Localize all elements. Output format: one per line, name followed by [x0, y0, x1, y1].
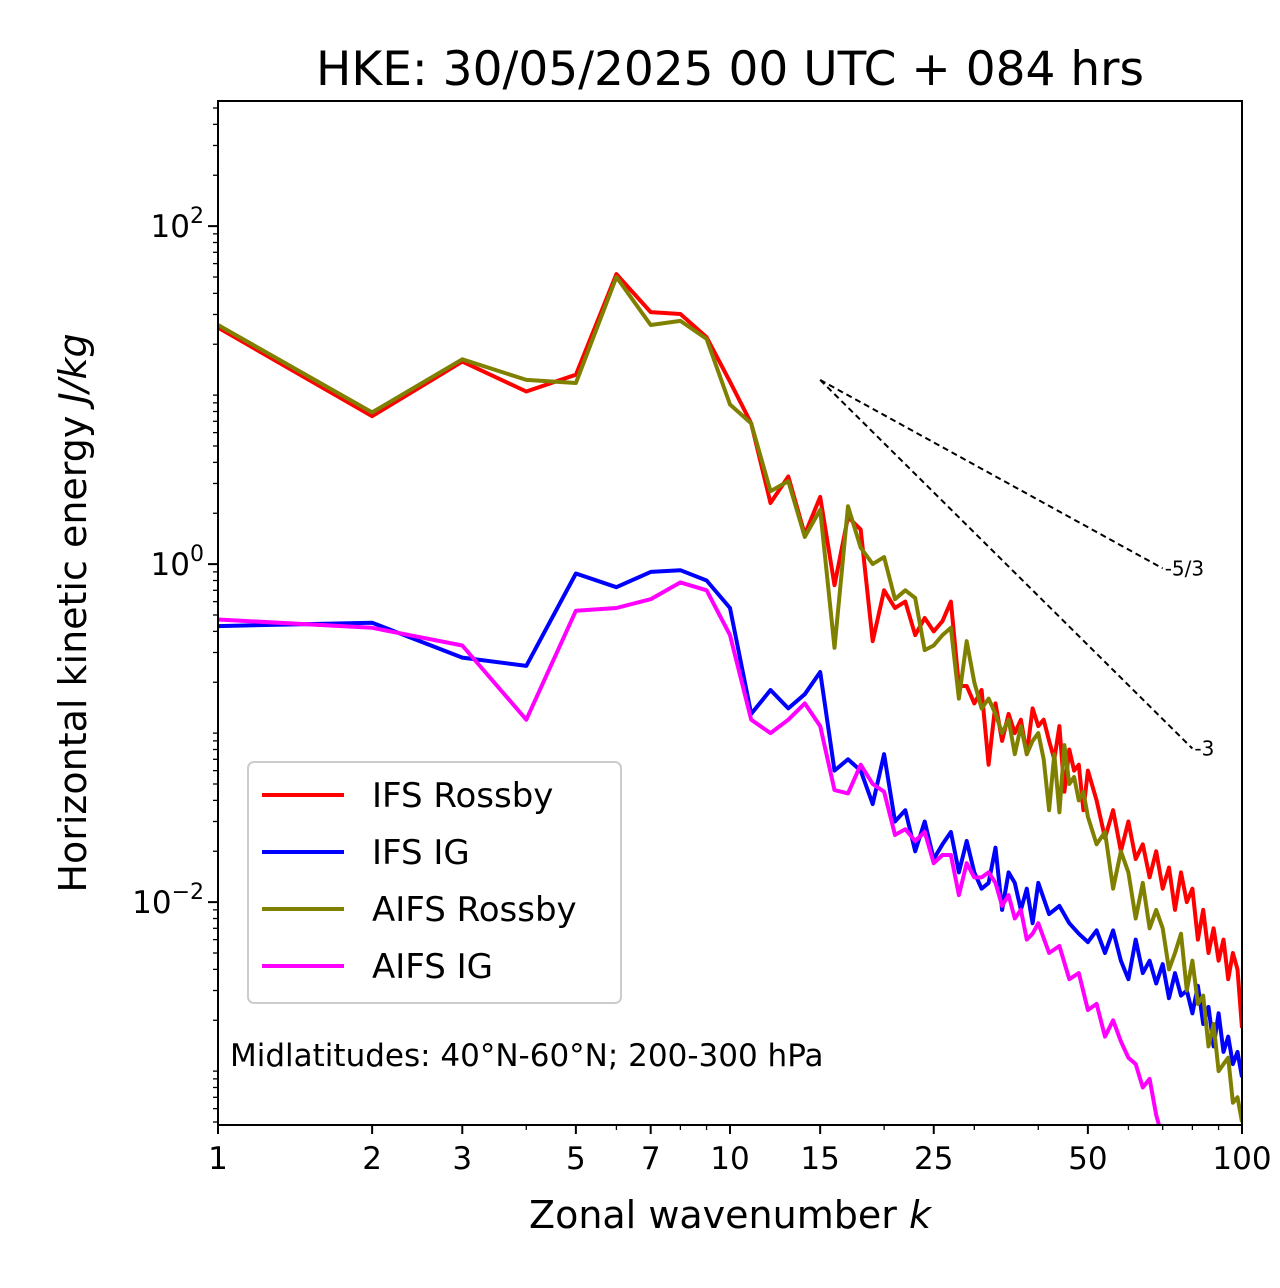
legend-label: AIFS Rossby: [372, 890, 577, 930]
y-tick-exponent: −2: [172, 880, 204, 905]
y-tick-base: 10: [151, 547, 190, 583]
y-axis-label-text: Horizontal kinetic energy: [51, 416, 95, 893]
x-tick-label: 50: [1068, 1141, 1107, 1177]
y-tick-exponent: 2: [190, 204, 204, 229]
slope-label-0: -5/3: [1165, 556, 1204, 580]
series-line-aifs-rossby: [218, 275, 1242, 1123]
legend: IFS Rossby IFS IG AIFS Rossby AIFS IG: [247, 761, 622, 1004]
y-tick-label: 100: [151, 542, 204, 583]
y-tick-base: 10: [151, 209, 190, 245]
x-tick-label: 2: [362, 1141, 382, 1177]
plot-frame: [217, 100, 1243, 1126]
x-tick-label: 1: [208, 1141, 228, 1177]
legend-label: IFS IG: [372, 833, 470, 873]
series-layer: [218, 272, 1242, 1125]
slope-line-1: [819, 379, 1194, 750]
y-tick-label: 102: [151, 204, 204, 245]
legend-label: IFS Rossby: [372, 776, 553, 816]
x-tick-label: 10: [710, 1141, 749, 1177]
x-tick-label: 5: [566, 1141, 586, 1177]
region-annotation: Midlatitudes: 40°N-60°N; 200-300 hPa: [230, 1038, 824, 1074]
x-tick-label: 25: [914, 1141, 953, 1177]
series-line-aifs-ig: [218, 580, 1162, 1125]
slope-label-1: -3: [1194, 737, 1214, 761]
chart-title: HKE: 30/05/2025 00 UTC + 084 hrs: [316, 42, 1144, 97]
x-axis-label-var: k: [909, 1193, 933, 1237]
x-tick-label: 100: [1212, 1141, 1271, 1177]
legend-box: [247, 761, 622, 1004]
x-tick-label: 7: [641, 1141, 661, 1177]
x-axis-label: Zonal wavenumber k: [529, 1193, 933, 1237]
x-tick-label: 3: [452, 1141, 472, 1177]
x-axis-label-text: Zonal wavenumber: [529, 1193, 897, 1237]
y-tick-exponent: 0: [190, 542, 204, 567]
legend-label: AIFS IG: [372, 947, 493, 987]
y-axis-label: Horizontal kinetic energy J/kg: [51, 333, 95, 892]
y-axis-label-unit: J/kg: [51, 333, 95, 410]
slope-line-0: [819, 379, 1164, 570]
y-tick-base: 10: [132, 885, 171, 921]
y-tick-label: 10−2: [132, 880, 204, 921]
reference-slopes: -5/3 -3: [819, 379, 1214, 761]
series-line-ifs-ig: [218, 568, 1242, 1078]
x-tick-label: 15: [800, 1141, 839, 1177]
